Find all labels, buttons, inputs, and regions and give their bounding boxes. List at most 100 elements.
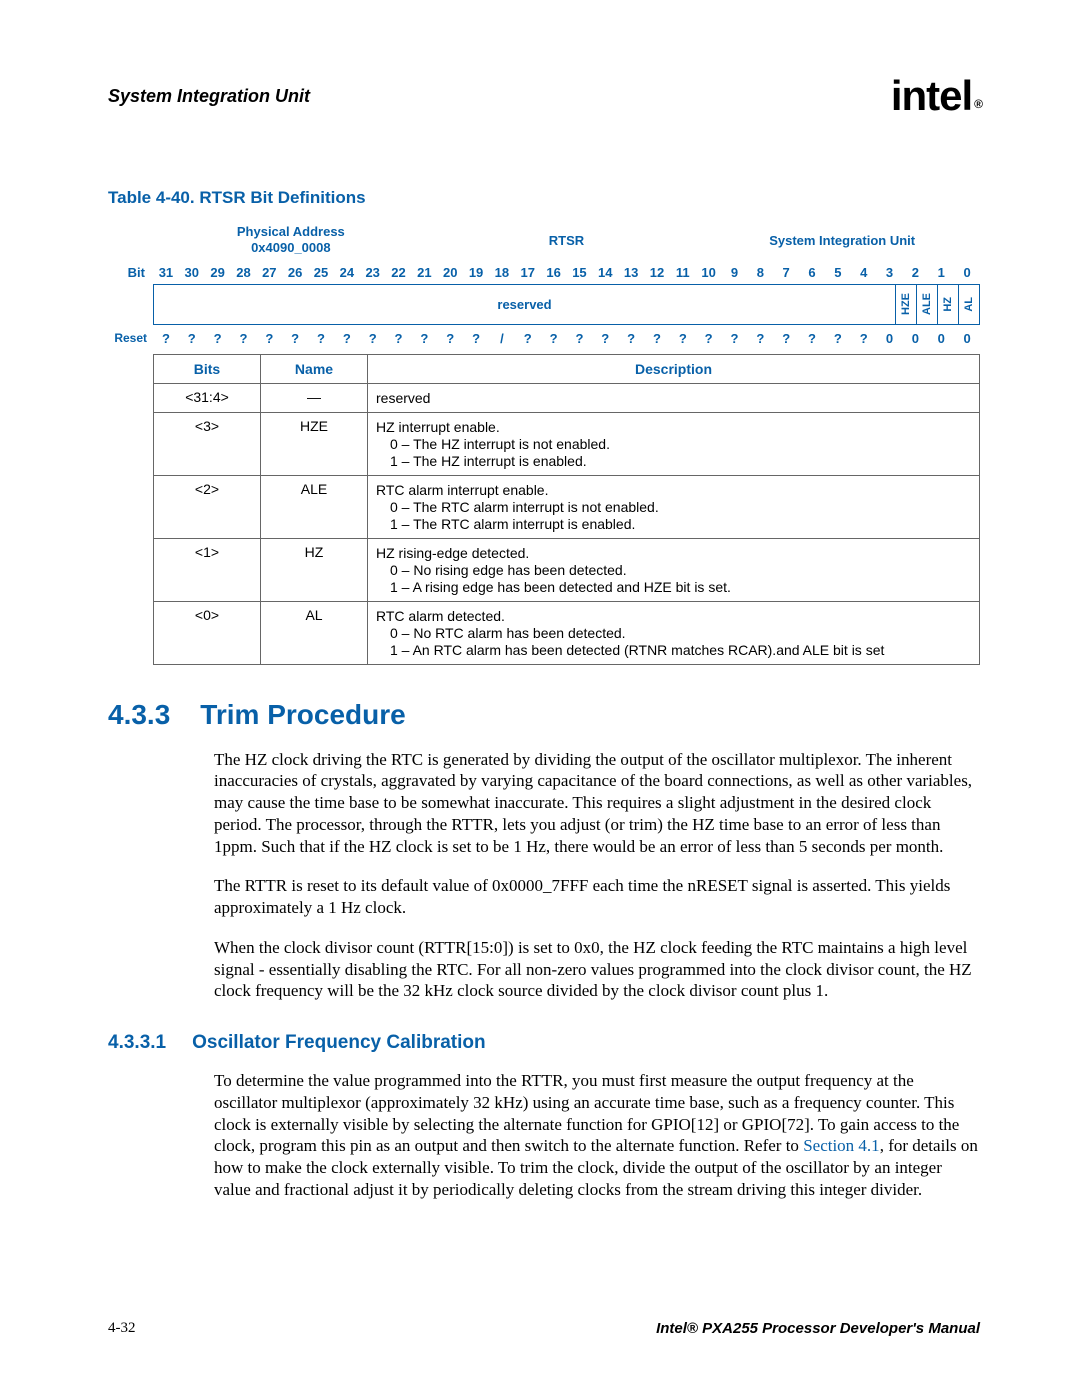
reset-value: 0: [877, 331, 903, 346]
field-al: AL: [959, 284, 980, 325]
section-heading: 4.3.3 Trim Procedure: [108, 699, 980, 731]
reset-value: ?: [153, 331, 179, 346]
bit-number: 8: [747, 265, 773, 280]
bit-number: 20: [437, 265, 463, 280]
physical-address-header: Physical Address 0x4090_0008: [153, 224, 429, 257]
cross-reference-link[interactable]: Section 4.1: [803, 1136, 880, 1155]
paragraph: The HZ clock driving the RTC is generate…: [214, 749, 980, 858]
bit-number: 28: [231, 265, 257, 280]
intel-logo: intel®: [891, 72, 980, 120]
bit-number: 3: [877, 265, 903, 280]
col-description: Description: [368, 354, 980, 383]
description-line: HZ rising-edge detected.: [376, 545, 971, 561]
page-footer: 4-32 Intel® PXA255 Processor Developer's…: [108, 1320, 980, 1337]
bit-number: 1: [928, 265, 954, 280]
bit-number: 9: [722, 265, 748, 280]
table-row: <2>ALE RTC alarm interrupt enable.0 – The…: [154, 475, 980, 538]
bit-number: 7: [773, 265, 799, 280]
bit-number: 31: [153, 265, 179, 280]
reset-value: ?: [179, 331, 205, 346]
bit-number: 25: [308, 265, 334, 280]
unit-name: System Integration Unit: [704, 233, 980, 248]
bit-number: 26: [282, 265, 308, 280]
reset-value: ?: [541, 331, 567, 346]
reset-value: ?: [360, 331, 386, 346]
bit-number: 5: [825, 265, 851, 280]
bit-number: 15: [567, 265, 593, 280]
col-bits: Bits: [154, 354, 261, 383]
name-cell: ALE: [261, 475, 368, 538]
bit-number: 2: [902, 265, 928, 280]
reset-value: 0: [902, 331, 928, 346]
description-line: 0 – The RTC alarm interrupt is not enabl…: [376, 499, 971, 515]
table-row: <0>ALRTC alarm detected.0 – No RTC alarm…: [154, 601, 980, 664]
bits-cell: <0>: [154, 601, 261, 664]
bit-number: 24: [334, 265, 360, 280]
field-hze: HZE: [896, 284, 917, 325]
section-title: Trim Procedure: [200, 699, 405, 731]
col-name: Name: [261, 354, 368, 383]
description-line: 0 – No rising edge has been detected.: [376, 562, 971, 578]
reset-value: ?: [851, 331, 877, 346]
description-line: 1 – The HZ interrupt is enabled.: [376, 453, 971, 469]
field-hz: HZ: [938, 284, 959, 325]
bit-number: 30: [179, 265, 205, 280]
reset-value: ?: [437, 331, 463, 346]
description-cell: HZ interrupt enable.0 – The HZ interrupt…: [368, 412, 980, 475]
table-row: <3>HZEHZ interrupt enable.0 – The HZ int…: [154, 412, 980, 475]
reset-value: ?: [256, 331, 282, 346]
section-running-title: System Integration Unit: [108, 86, 310, 107]
reset-value: ?: [799, 331, 825, 346]
reset-value: ?: [747, 331, 773, 346]
description-line: reserved: [376, 390, 971, 406]
reset-value: ?: [411, 331, 437, 346]
name-cell: HZ: [261, 538, 368, 601]
bit-number: 21: [411, 265, 437, 280]
description-cell: HZ rising-edge detected.0 – No rising ed…: [368, 538, 980, 601]
bit-number: 11: [670, 265, 696, 280]
reset-value: ?: [722, 331, 748, 346]
page-number: 4-32: [108, 1320, 136, 1337]
subsection-title: Oscillator Frequency Calibration: [192, 1032, 486, 1054]
bit-number: 10: [696, 265, 722, 280]
register-name: RTSR: [429, 233, 705, 248]
bit-numbers-row: Bit 313029282726252423222120191817161514…: [108, 265, 980, 280]
description-line: 1 – An RTC alarm has been detected (RTNR…: [376, 642, 971, 658]
table-row: <1>HZHZ rising-edge detected.0 – No risi…: [154, 538, 980, 601]
reserved-field: reserved: [153, 284, 896, 325]
bits-cell: <31:4>: [154, 383, 261, 412]
reset-value: ?: [592, 331, 618, 346]
description-line: 0 – No RTC alarm has been detected.: [376, 625, 971, 641]
bit-number: 16: [541, 265, 567, 280]
description-line: 1 – A rising edge has been detected and …: [376, 579, 971, 595]
paragraph: To determine the value programmed into t…: [214, 1070, 980, 1201]
bits-cell: <2>: [154, 475, 261, 538]
description-line: RTC alarm detected.: [376, 608, 971, 624]
reset-value: ?: [282, 331, 308, 346]
reset-value: ?: [334, 331, 360, 346]
reset-value: ?: [308, 331, 334, 346]
body-text: To determine the value programmed into t…: [214, 1070, 980, 1201]
reset-value: ?: [515, 331, 541, 346]
subsection-number: 4.3.3.1: [108, 1032, 166, 1054]
description-line: 1 – The RTC alarm interrupt is enabled.: [376, 516, 971, 532]
manual-title: Intel® PXA255 Processor Developer's Manu…: [656, 1320, 980, 1337]
bit-number: 22: [386, 265, 412, 280]
description-cell: reserved: [368, 383, 980, 412]
reset-value: 0: [954, 331, 980, 346]
bit-description-table: Bits Name Description <31:4>—reserved<3>…: [153, 354, 980, 665]
bit-number: 12: [644, 265, 670, 280]
bit-number: 19: [463, 265, 489, 280]
bit-number: 14: [592, 265, 618, 280]
reset-values-row: Reset ?????????????/??????????????0000: [108, 331, 980, 346]
reset-value: ?: [618, 331, 644, 346]
description-line: RTC alarm interrupt enable.: [376, 482, 971, 498]
description-line: HZ interrupt enable.: [376, 419, 971, 435]
bit-number: 27: [256, 265, 282, 280]
reset-value: ?: [231, 331, 257, 346]
bit-number: 29: [205, 265, 231, 280]
subsection-heading: 4.3.3.1 Oscillator Frequency Calibration: [108, 1032, 980, 1054]
reset-value: ?: [773, 331, 799, 346]
bit-number: 18: [489, 265, 515, 280]
bit-number: 17: [515, 265, 541, 280]
